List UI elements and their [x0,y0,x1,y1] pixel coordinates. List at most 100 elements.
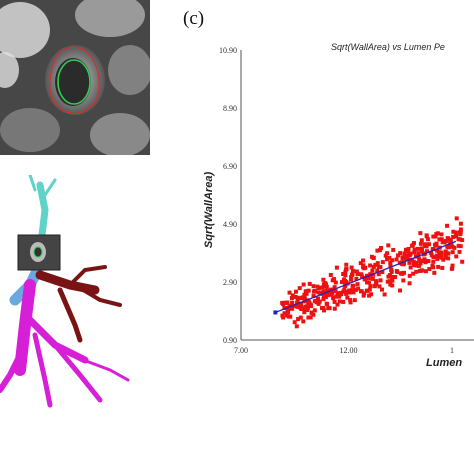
data-point [401,256,406,261]
data-point [362,277,367,282]
data-point [320,285,325,290]
airway-tree-image [0,173,140,415]
data-point [299,296,304,301]
data-point [354,276,359,281]
data-point [348,297,353,302]
data-point [329,292,334,297]
data-point [280,313,285,318]
data-point [311,293,316,298]
data-point [361,293,366,298]
data-point [297,286,302,291]
x-tick-label: 7.00 [234,346,248,355]
data-point [343,283,348,288]
data-point [413,260,418,265]
data-point [416,251,421,256]
data-point [332,285,337,290]
data-point [367,293,372,298]
data-point [282,311,287,316]
data-point [292,320,297,325]
data-point [289,296,294,301]
data-point [402,251,407,256]
data-point [301,282,306,287]
data-point [450,250,455,255]
x-ticks: 7.00 12.00 1 [234,346,454,355]
data-point [370,276,375,281]
data-point [358,261,363,266]
data-point [333,280,338,285]
data-point [390,274,395,279]
data-point [412,250,417,255]
data-point [373,262,378,267]
data-point [365,288,370,293]
data-point [400,271,405,276]
data-point [380,270,385,275]
data-point [347,290,352,295]
data-point [295,298,300,303]
data-point [422,257,427,262]
data-point [410,243,415,248]
data-point [443,249,448,254]
lumen-contour [57,59,91,105]
data-point [385,257,390,262]
data-point [302,292,307,297]
data-point [338,290,343,295]
data-point [343,289,348,294]
data-point [315,284,320,289]
data-point [335,302,340,307]
data-point [349,275,354,280]
data-point [298,315,303,320]
data-point [350,288,355,293]
data-point [317,299,322,304]
data-point [342,278,347,283]
data-point [341,299,346,304]
data-point [380,260,385,265]
data-point [389,267,394,272]
data-point [343,273,348,278]
data-point [368,272,373,277]
data-point [446,256,451,261]
y-tick-label: 2.90 [223,278,237,287]
data-point [445,236,450,241]
data-point [323,282,328,287]
data-point [385,279,390,284]
data-point [324,284,329,289]
data-point [408,265,413,270]
x-axis-title: Lumen [426,357,462,369]
data-point [409,258,414,263]
data-point [448,238,453,243]
data-point [294,301,299,306]
data-point [390,278,395,283]
data-point [446,251,451,256]
data-point [387,279,392,284]
data-point [341,289,346,294]
data-point [427,242,432,247]
data-point [416,246,421,251]
data-point [388,260,393,265]
data-point [404,257,409,262]
data-point [424,249,429,254]
data-point [394,257,399,262]
data-point [401,278,406,283]
data-point [439,255,444,260]
data-point [306,288,311,293]
data-point [391,247,396,252]
data-point [321,277,326,282]
data-point [334,265,339,270]
data-point [419,246,424,251]
ct-slice-image [0,0,150,155]
data-point [305,305,310,310]
data-point [440,265,445,270]
data-point [311,312,316,317]
data-point [287,290,292,295]
data-point [456,243,461,248]
data-point [331,296,336,301]
data-point [350,283,355,288]
data-point [437,237,442,242]
data-point [416,263,421,268]
data-point [360,274,365,279]
wall-contour [49,46,100,115]
data-point [306,315,311,320]
data-point [387,273,392,278]
data-point [282,305,287,310]
data-point [418,259,423,264]
